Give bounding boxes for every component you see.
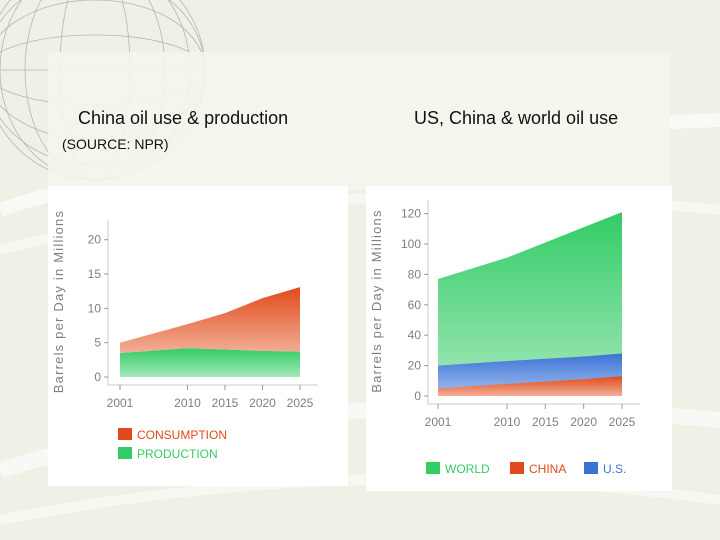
world-y-tick-label: 80 <box>408 267 422 281</box>
china-chart-panel: 0 5 10 15 20 2001 2010 2015 2020 2025 Barrels per … <box>48 186 348 486</box>
china-area-production <box>120 348 300 377</box>
china-x-tick-label: 2025 <box>287 396 314 410</box>
china-legend-swatch-production <box>118 447 132 459</box>
china-y-tick-label: 20 <box>88 233 102 247</box>
china-x-tick-label: 2020 <box>249 396 276 410</box>
world-x-tick-label: 2020 <box>570 415 597 429</box>
china-x-tick-label: 2010 <box>174 396 201 410</box>
world-y-axis-label: Barrels per Day in Millions <box>369 209 384 392</box>
china-x-tick-label: 2001 <box>107 396 134 410</box>
right-chart-title: US, China & world oil use <box>414 108 619 128</box>
world-legend-label-world: WORLD <box>445 462 490 476</box>
china-legend-label-consumption: CONSUMPTION <box>137 428 227 442</box>
china-y-tick-label: 15 <box>88 267 102 281</box>
world-oil-chart: 0 20 40 60 80 100 120 2001 2010 2015 2020 2025 Barre… <box>369 200 640 476</box>
world-legend-swatch-china <box>510 462 524 474</box>
china-area-consumption <box>120 287 300 353</box>
world-y-tick-label: 60 <box>408 298 422 312</box>
world-legend-label-china: CHINA <box>529 462 566 476</box>
world-legend-swatch-u-s <box>584 462 598 474</box>
source-note: (SOURCE: NPR) <box>62 136 169 152</box>
world-y-tick-label: 120 <box>401 207 421 221</box>
world-x-tick-label: 2001 <box>425 415 452 429</box>
china-y-tick-label: 5 <box>94 336 101 350</box>
china-legend-swatch-consumption <box>118 428 132 440</box>
world-x-tick-label: 2025 <box>609 415 636 429</box>
world-x-tick-label: 2015 <box>532 415 559 429</box>
china-y-tick-label: 10 <box>88 301 102 315</box>
left-chart-title: China oil use & production <box>78 108 289 128</box>
china-y-tick-label: 0 <box>94 370 101 384</box>
world-legend-swatch-world <box>426 462 440 474</box>
world-chart-panel: 0 20 40 60 80 100 120 2001 2010 2015 2020 2025 Barre… <box>366 186 672 491</box>
world-y-tick-label: 100 <box>401 237 421 251</box>
china-x-tick-label: 2015 <box>212 396 239 410</box>
world-y-tick-label: 40 <box>408 328 422 342</box>
world-x-tick-label: 2010 <box>494 415 521 429</box>
world-legend-label-u-s: U.S. <box>603 462 626 476</box>
world-y-tick-label: 20 <box>408 359 422 373</box>
china-y-axis-label: Barrels per Day in Millions <box>51 210 66 393</box>
china-legend-label-production: PRODUCTION <box>137 447 218 461</box>
china-oil-chart: 0 5 10 15 20 2001 2010 2015 2020 2025 Barrels per … <box>51 210 318 461</box>
world-area-china <box>438 376 622 396</box>
world-area-world <box>438 212 622 396</box>
world-y-tick-label: 0 <box>414 389 421 403</box>
